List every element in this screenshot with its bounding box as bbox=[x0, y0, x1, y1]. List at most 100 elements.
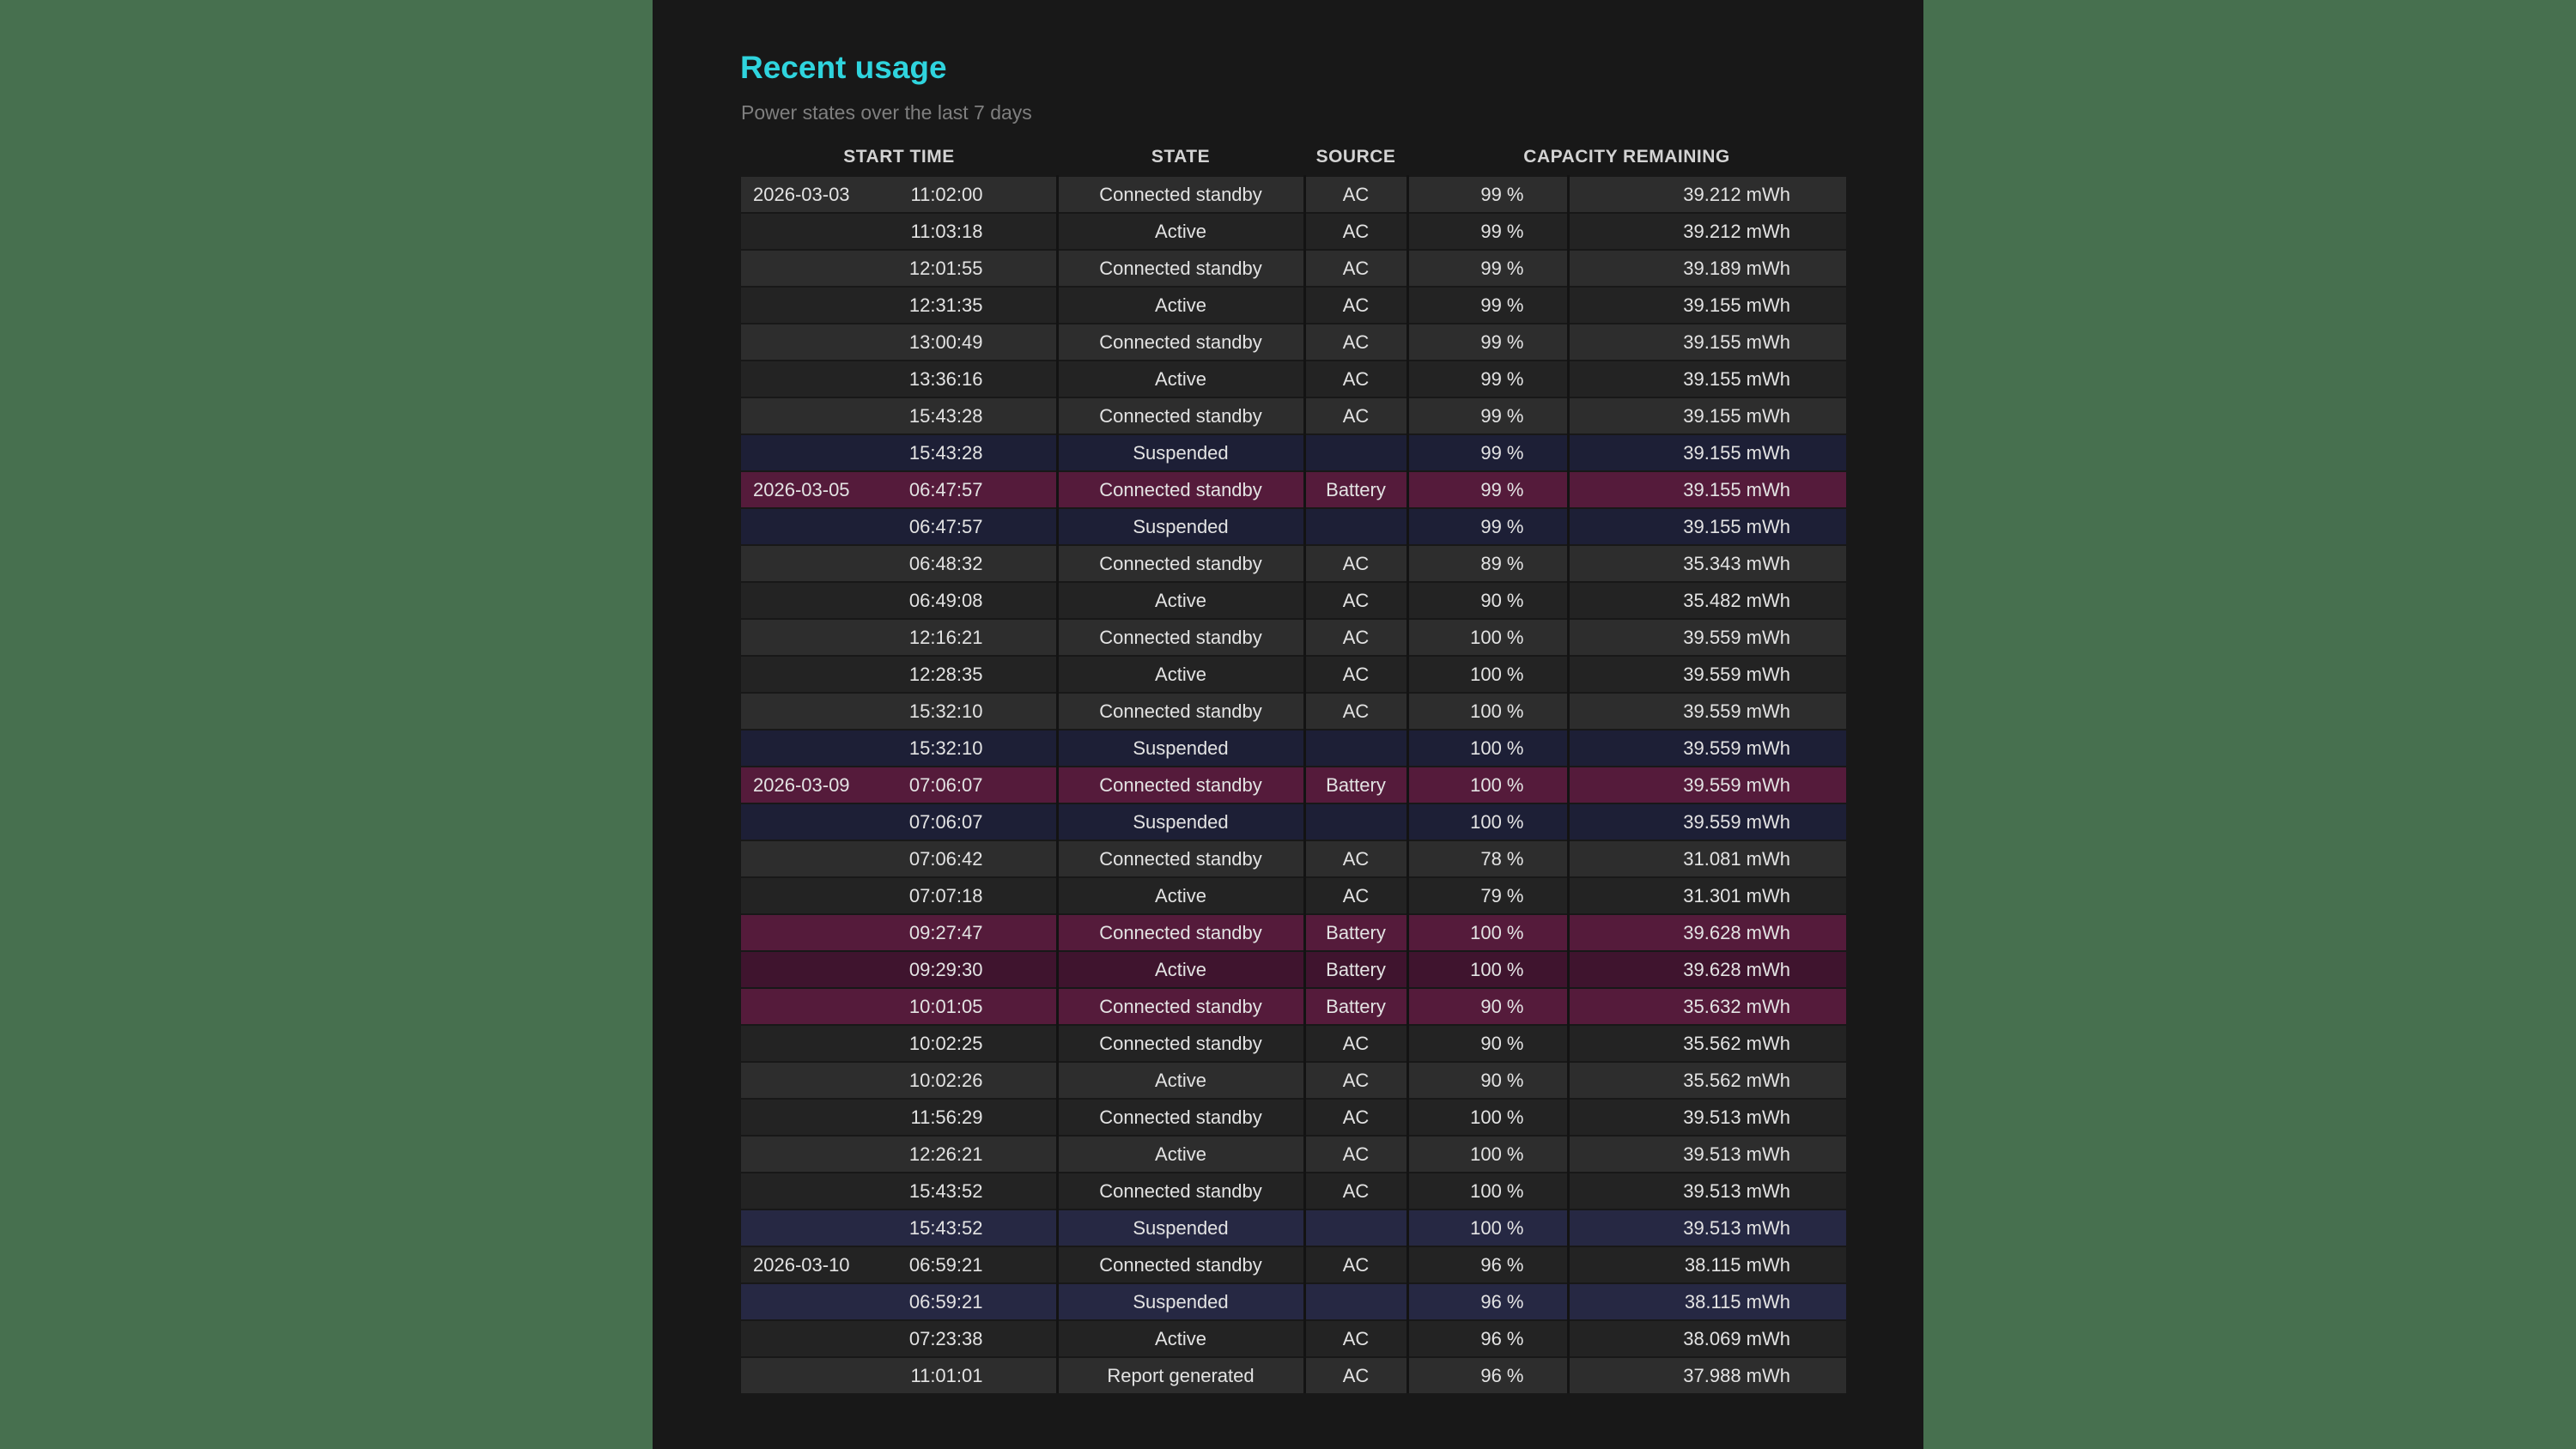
time-label: 06:47:57 bbox=[908, 515, 983, 537]
table-row: 15:43:28 Suspended 99 % 39.155 mWh bbox=[741, 433, 1846, 471]
capacity-percent-cell: 100 % bbox=[1406, 1209, 1568, 1246]
capacity-mwh-cell: 39.513 mWh bbox=[1566, 1135, 1846, 1173]
table-row: 12:01:55 Connected standby AC 99 % 39.18… bbox=[741, 249, 1846, 287]
table-row: 07:23:38 Active AC 96 % 38.069 mWh bbox=[741, 1319, 1846, 1357]
capacity-mwh-cell: 35.562 mWh bbox=[1566, 1024, 1846, 1062]
column-header-capacity-remaining: CAPACITY REMAINING bbox=[1523, 147, 1730, 167]
source-cell: AC bbox=[1303, 212, 1407, 250]
source-cell: AC bbox=[1303, 1172, 1407, 1210]
state-cell: Suspended bbox=[1055, 1209, 1304, 1246]
start-time-cell: 15:32:10 bbox=[741, 692, 1057, 730]
capacity-percent-cell: 100 % bbox=[1406, 803, 1568, 840]
time-label: 15:43:28 bbox=[908, 404, 983, 427]
start-time-cell: 11:01:01 bbox=[741, 1356, 1057, 1393]
table-row: 10:02:25 Connected standby AC 90 % 35.56… bbox=[741, 1024, 1846, 1062]
capacity-percent-cell: 100 % bbox=[1406, 766, 1568, 803]
capacity-mwh-cell: 39.559 mWh bbox=[1566, 803, 1846, 840]
table-row: 11:01:01 Report generated AC 96 % 37.988… bbox=[741, 1356, 1846, 1393]
start-time-cell: 07:07:18 bbox=[741, 876, 1057, 914]
table-row: 2026-03-10 06:59:21 Connected standby AC… bbox=[741, 1246, 1846, 1283]
capacity-mwh-cell: 39.513 mWh bbox=[1566, 1209, 1846, 1246]
time-label: 07:06:07 bbox=[908, 810, 983, 833]
time-label: 12:26:21 bbox=[908, 1143, 983, 1165]
source-cell: AC bbox=[1303, 397, 1407, 434]
capacity-percent-cell: 100 % bbox=[1406, 950, 1568, 988]
source-cell: AC bbox=[1303, 249, 1407, 287]
capacity-mwh-cell: 39.559 mWh bbox=[1566, 766, 1846, 803]
table-row: 11:56:29 Connected standby AC 100 % 39.5… bbox=[741, 1098, 1846, 1136]
capacity-mwh-cell: 35.632 mWh bbox=[1566, 987, 1846, 1025]
state-cell: Active bbox=[1055, 1135, 1304, 1173]
capacity-mwh-cell: 39.155 mWh bbox=[1566, 470, 1846, 508]
state-cell: Connected standby bbox=[1055, 840, 1304, 877]
capacity-percent-cell: 99 % bbox=[1406, 433, 1568, 471]
source-cell: Battery bbox=[1303, 987, 1407, 1025]
time-label: 10:02:25 bbox=[908, 1032, 983, 1054]
source-cell: AC bbox=[1303, 1061, 1407, 1099]
start-time-cell: 10:02:26 bbox=[741, 1061, 1057, 1099]
table-row: 15:43:52 Suspended 100 % 39.513 mWh bbox=[741, 1209, 1846, 1246]
state-cell: Connected standby bbox=[1055, 175, 1304, 213]
source-cell: AC bbox=[1303, 286, 1407, 324]
capacity-percent-cell: 89 % bbox=[1406, 544, 1568, 582]
start-time-cell: 15:43:52 bbox=[741, 1209, 1057, 1246]
table-row: 15:43:28 Connected standby AC 99 % 39.15… bbox=[741, 397, 1846, 434]
source-cell: AC bbox=[1303, 692, 1407, 730]
time-label: 06:59:21 bbox=[908, 1253, 983, 1276]
capacity-mwh-cell: 39.155 mWh bbox=[1566, 433, 1846, 471]
start-time-cell: 07:23:38 bbox=[741, 1319, 1057, 1357]
time-label: 12:28:35 bbox=[908, 663, 983, 685]
start-time-cell: 12:31:35 bbox=[741, 286, 1057, 324]
table-header: START TIME STATE SOURCE CAPACITY REMAINI… bbox=[741, 139, 1846, 176]
column-header-state: STATE bbox=[1151, 147, 1211, 167]
start-time-cell: 09:29:30 bbox=[741, 950, 1057, 988]
table-row: 11:03:18 Active AC 99 % 39.212 mWh bbox=[741, 212, 1846, 250]
capacity-percent-cell: 99 % bbox=[1406, 212, 1568, 250]
capacity-percent-cell: 100 % bbox=[1406, 1172, 1568, 1210]
source-cell: AC bbox=[1303, 544, 1407, 582]
state-cell: Suspended bbox=[1055, 803, 1304, 840]
table-row: 07:07:18 Active AC 79 % 31.301 mWh bbox=[741, 876, 1846, 914]
capacity-mwh-cell: 31.081 mWh bbox=[1566, 840, 1846, 877]
capacity-percent-cell: 100 % bbox=[1406, 692, 1568, 730]
table-row: 07:06:42 Connected standby AC 78 % 31.08… bbox=[741, 840, 1846, 877]
state-cell: Connected standby bbox=[1055, 692, 1304, 730]
state-cell: Connected standby bbox=[1055, 323, 1304, 361]
capacity-mwh-cell: 39.189 mWh bbox=[1566, 249, 1846, 287]
state-cell: Connected standby bbox=[1055, 544, 1304, 582]
source-cell: Battery bbox=[1303, 766, 1407, 803]
table-row: 12:31:35 Active AC 99 % 39.155 mWh bbox=[741, 286, 1846, 324]
recent-usage-table: START TIME STATE SOURCE CAPACITY REMAINI… bbox=[741, 139, 1846, 1393]
time-label: 10:02:26 bbox=[908, 1069, 983, 1091]
table-row: 12:28:35 Active AC 100 % 39.559 mWh bbox=[741, 655, 1846, 693]
date-label: 2026-03-10 bbox=[753, 1253, 850, 1276]
source-cell: AC bbox=[1303, 360, 1407, 397]
capacity-percent-cell: 90 % bbox=[1406, 1024, 1568, 1062]
capacity-mwh-cell: 39.155 mWh bbox=[1566, 286, 1846, 324]
table-row: 2026-03-05 06:47:57 Connected standby Ba… bbox=[741, 470, 1846, 508]
capacity-percent-cell: 100 % bbox=[1406, 1098, 1568, 1136]
column-header-source: SOURCE bbox=[1315, 147, 1396, 167]
state-cell: Suspended bbox=[1055, 1282, 1304, 1320]
source-cell: Battery bbox=[1303, 470, 1407, 508]
capacity-mwh-cell: 39.155 mWh bbox=[1566, 323, 1846, 361]
capacity-mwh-cell: 37.988 mWh bbox=[1566, 1356, 1846, 1393]
source-cell: AC bbox=[1303, 618, 1407, 656]
capacity-percent-cell: 90 % bbox=[1406, 581, 1568, 619]
capacity-percent-cell: 96 % bbox=[1406, 1319, 1568, 1357]
capacity-percent-cell: 100 % bbox=[1406, 913, 1568, 951]
time-label: 09:27:47 bbox=[908, 921, 983, 943]
state-cell: Active bbox=[1055, 950, 1304, 988]
start-time-cell: 15:32:10 bbox=[741, 729, 1057, 767]
source-cell: Battery bbox=[1303, 913, 1407, 951]
time-label: 11:03:18 bbox=[910, 220, 983, 242]
start-time-cell: 11:56:29 bbox=[741, 1098, 1057, 1136]
state-cell: Active bbox=[1055, 212, 1304, 250]
source-cell bbox=[1303, 507, 1407, 545]
table-row: 07:06:07 Suspended 100 % 39.559 mWh bbox=[741, 803, 1846, 840]
capacity-percent-cell: 90 % bbox=[1406, 1061, 1568, 1099]
source-cell: AC bbox=[1303, 840, 1407, 877]
capacity-mwh-cell: 39.513 mWh bbox=[1566, 1172, 1846, 1210]
start-time-cell: 06:47:57 bbox=[741, 507, 1057, 545]
